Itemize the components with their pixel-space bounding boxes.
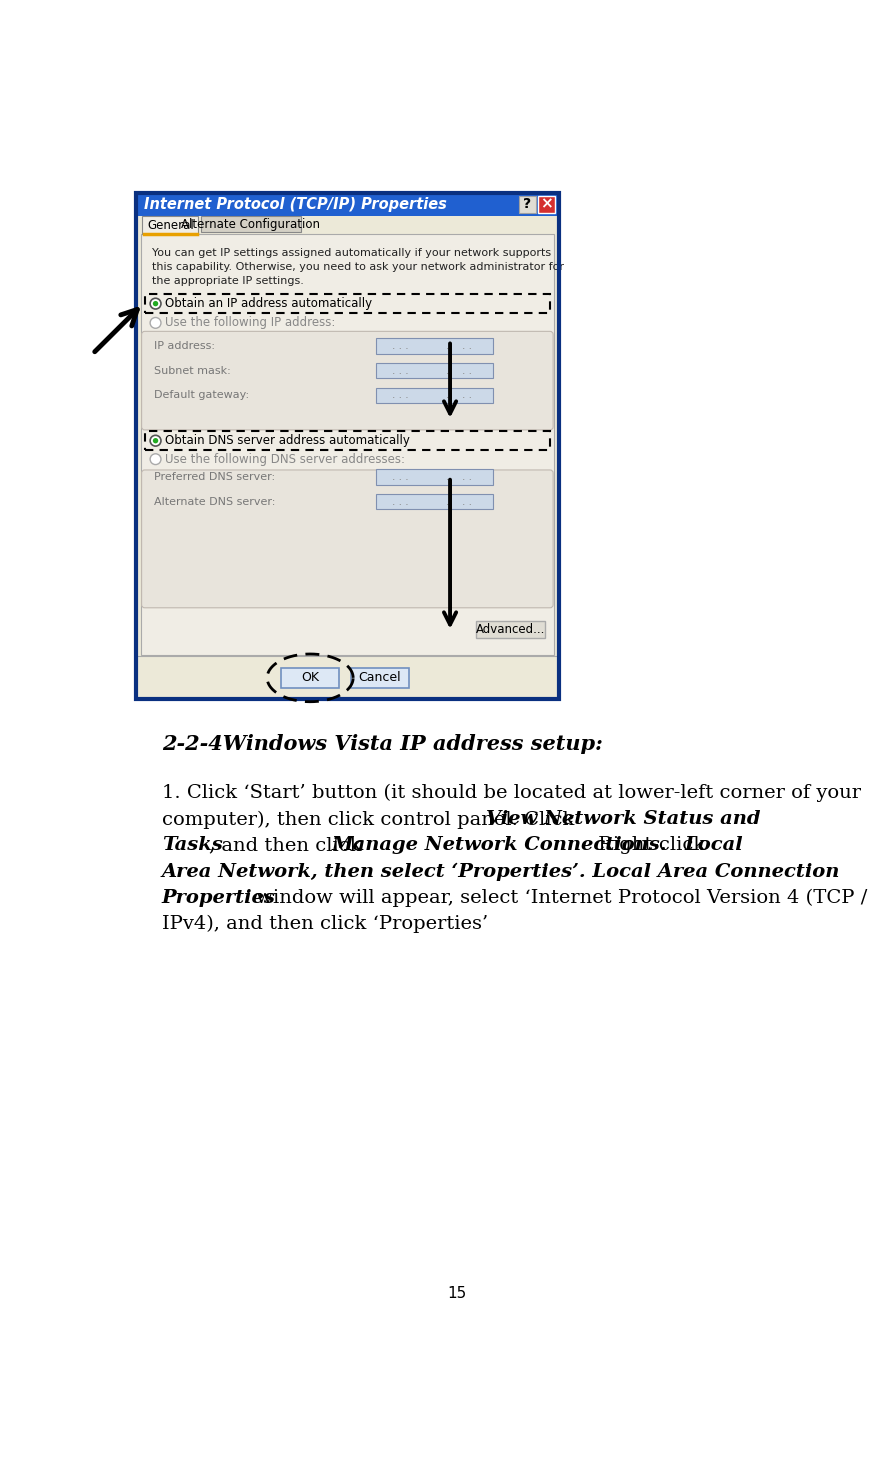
Text: 1. Click ‘Start’ button (it should be located at lower-left corner of your: 1. Click ‘Start’ button (it should be lo… — [162, 785, 861, 803]
FancyBboxPatch shape — [376, 364, 493, 378]
Text: Preferred DNS server:: Preferred DNS server: — [154, 471, 275, 482]
FancyBboxPatch shape — [143, 216, 198, 235]
Text: Obtain DNS server address automatically: Obtain DNS server address automatically — [165, 435, 410, 448]
FancyBboxPatch shape — [142, 331, 553, 430]
FancyBboxPatch shape — [538, 197, 555, 213]
Text: .: . — [446, 390, 450, 401]
Text: . . .: . . . — [392, 471, 409, 482]
Text: Local: Local — [684, 837, 743, 854]
Text: . .: . . — [462, 497, 471, 507]
Text: You can get IP settings assigned automatically if your network supports
this cap: You can get IP settings assigned automat… — [152, 248, 565, 287]
Text: 2-2-4Windows Vista IP address setup:: 2-2-4Windows Vista IP address setup: — [162, 735, 602, 754]
Text: . . .: . . . — [392, 365, 409, 375]
FancyBboxPatch shape — [376, 338, 493, 353]
FancyBboxPatch shape — [477, 621, 544, 638]
FancyBboxPatch shape — [136, 192, 559, 216]
Text: Obtain an IP address automatically: Obtain an IP address automatically — [165, 297, 372, 310]
FancyBboxPatch shape — [141, 235, 554, 655]
Text: General: General — [147, 219, 193, 232]
Text: Advanced...: Advanced... — [476, 622, 545, 636]
Text: Use the following IP address:: Use the following IP address: — [165, 316, 335, 330]
Text: . .: . . — [462, 365, 471, 375]
FancyBboxPatch shape — [519, 197, 536, 213]
Text: Alternate Configuration: Alternate Configuration — [182, 217, 321, 231]
Text: .: . — [446, 497, 450, 507]
Text: Default gateway:: Default gateway: — [154, 390, 249, 401]
Text: View Network Status and: View Network Status and — [486, 810, 761, 828]
FancyBboxPatch shape — [136, 216, 559, 699]
Text: ?: ? — [524, 197, 532, 211]
Circle shape — [153, 437, 159, 443]
Circle shape — [150, 299, 161, 309]
FancyBboxPatch shape — [281, 668, 339, 687]
Text: Cancel: Cancel — [358, 671, 401, 684]
Circle shape — [153, 302, 159, 306]
Text: , and then click: , and then click — [208, 837, 368, 854]
Text: window will appear, select ‘Internet Protocol Version 4 (TCP /: window will appear, select ‘Internet Pro… — [250, 888, 867, 907]
Text: .: . — [446, 365, 450, 375]
Text: . . .: . . . — [392, 390, 409, 401]
Text: Right-click: Right-click — [592, 837, 712, 854]
FancyBboxPatch shape — [142, 470, 553, 607]
FancyBboxPatch shape — [136, 656, 559, 699]
Text: Use the following DNS server addresses:: Use the following DNS server addresses: — [165, 452, 405, 466]
Text: Properties: Properties — [162, 888, 275, 907]
Text: IPv4), and then click ‘Properties’: IPv4), and then click ‘Properties’ — [162, 915, 488, 933]
Text: . .: . . — [462, 341, 471, 350]
FancyBboxPatch shape — [376, 494, 493, 510]
Text: Internet Protocol (TCP/IP) Properties: Internet Protocol (TCP/IP) Properties — [144, 197, 446, 211]
Text: 15: 15 — [447, 1286, 466, 1301]
Text: Alternate DNS server:: Alternate DNS server: — [154, 497, 275, 507]
Text: . . .: . . . — [392, 497, 409, 507]
Text: . .: . . — [462, 390, 471, 401]
Circle shape — [150, 318, 161, 328]
Text: Subnet mask:: Subnet mask: — [154, 365, 231, 375]
Text: . . .: . . . — [392, 341, 409, 350]
Text: OK: OK — [301, 671, 319, 684]
Text: ×: × — [541, 197, 553, 211]
Text: Tasks: Tasks — [162, 837, 223, 854]
Text: Manage Network Connections.: Manage Network Connections. — [332, 837, 667, 854]
Circle shape — [150, 436, 161, 446]
FancyBboxPatch shape — [200, 216, 301, 232]
Text: . .: . . — [462, 471, 471, 482]
Text: .: . — [446, 471, 450, 482]
FancyBboxPatch shape — [376, 387, 493, 403]
Circle shape — [150, 454, 161, 464]
FancyBboxPatch shape — [376, 469, 493, 485]
FancyBboxPatch shape — [351, 668, 409, 687]
Text: IP address:: IP address: — [154, 341, 215, 350]
Text: Area Network, then select ‘Properties’. Local Area Connection: Area Network, then select ‘Properties’. … — [162, 863, 840, 881]
Text: computer), then click control panel. Click: computer), then click control panel. Cli… — [162, 810, 580, 829]
Text: .: . — [446, 341, 450, 350]
